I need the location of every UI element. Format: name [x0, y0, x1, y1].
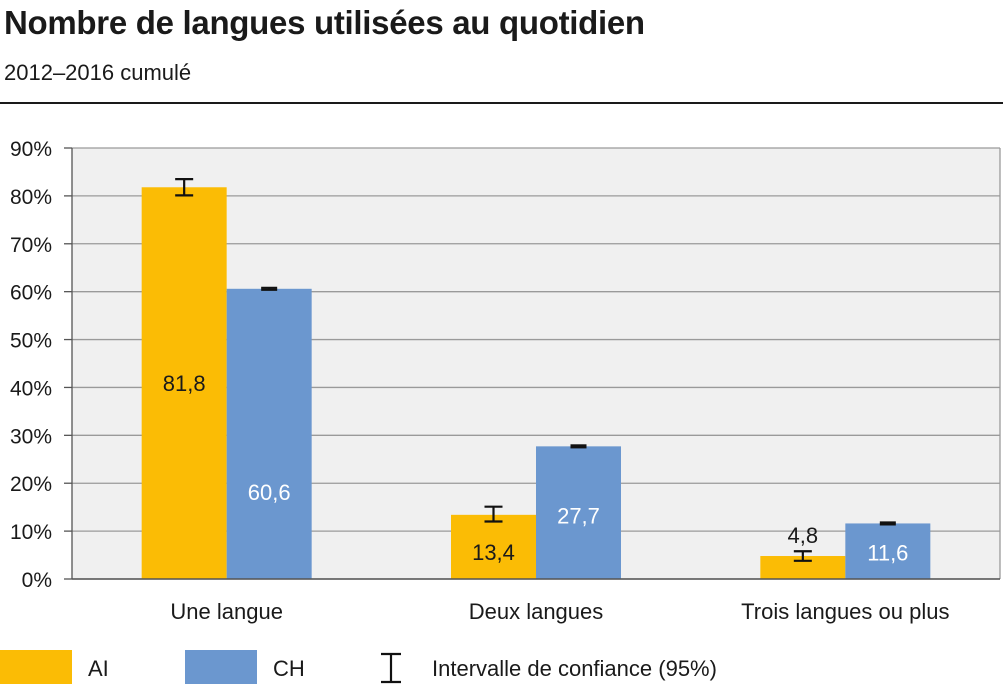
bar-ai — [760, 556, 846, 579]
title-divider — [0, 102, 1003, 104]
y-tick-label: 80% — [10, 186, 52, 209]
y-tick-label: 0% — [22, 569, 52, 592]
bar-ch — [226, 288, 312, 579]
x-axis: Une langue Deux langues Trois langues ou p… — [72, 578, 1000, 624]
bar-ai — [451, 514, 536, 579]
bars — [141, 187, 931, 579]
legend: AI CH Intervalle de confiance (95%) — [0, 650, 717, 684]
y-tick-label: 60% — [10, 282, 52, 305]
chart-subtitle: 2012–2016 cumulé — [4, 60, 192, 85]
value-label-ai: 4,8 — [788, 523, 819, 548]
legend-label-ch: CH — [273, 656, 305, 681]
value-label-ch: 27,7 — [557, 503, 600, 528]
bar-ai — [141, 187, 227, 579]
chart-title: Nombre de langues utilisées au quotidien — [4, 4, 645, 41]
y-tick-label: 40% — [10, 377, 52, 400]
value-label-ai: 13,4 — [472, 540, 515, 565]
legend-swatch-ch — [185, 650, 257, 684]
bar-ch — [845, 523, 931, 579]
x-category-label: Trois langues ou plus — [741, 599, 949, 624]
y-axis: 0% 10% 20% 30% 40% 50% 60% 70% 80% 90% — [10, 138, 1001, 592]
y-tick-label: 70% — [10, 234, 52, 257]
legend-label-ci: Intervalle de confiance (95%) — [432, 656, 717, 681]
bar-ch — [536, 446, 621, 579]
legend-label-ai: AI — [88, 656, 109, 681]
y-tick-label: 50% — [10, 330, 52, 353]
error-bars — [175, 178, 896, 562]
value-labels: 81,8 60,6 13,4 27,7 4,8 11,6 — [163, 371, 909, 565]
value-label-ch: 11,6 — [867, 540, 908, 565]
legend-swatch-ai — [0, 650, 72, 684]
value-label-ai: 81,8 — [163, 371, 206, 396]
y-tick-label: 30% — [10, 425, 52, 448]
x-category-label: Une langue — [170, 599, 283, 624]
y-tick-label: 10% — [10, 521, 52, 544]
y-tick-label: 90% — [10, 138, 52, 161]
y-tick-label: 20% — [10, 473, 52, 496]
value-label-ch: 60,6 — [248, 480, 291, 505]
x-category-label: Deux langues — [469, 599, 604, 624]
